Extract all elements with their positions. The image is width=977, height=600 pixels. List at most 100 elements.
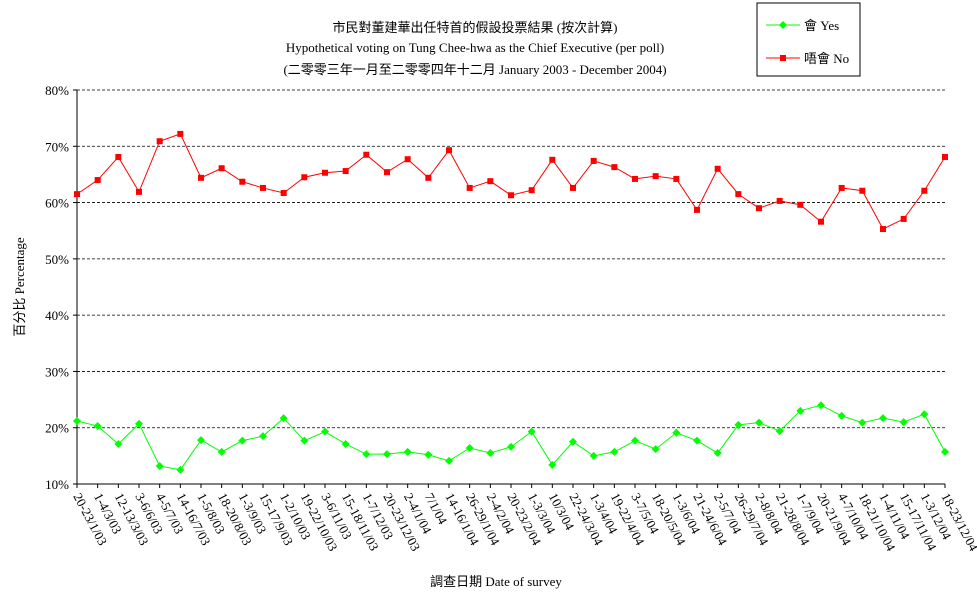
data-point-no xyxy=(611,164,618,171)
data-point-yes xyxy=(755,418,763,427)
data-point-yes xyxy=(445,456,453,465)
data-point-no xyxy=(425,174,432,181)
data-point-no xyxy=(921,187,928,194)
data-point-yes xyxy=(589,451,598,460)
x-axis-label: 調查日期 Date of survey xyxy=(430,574,562,589)
data-point-no xyxy=(859,187,866,194)
data-point-yes xyxy=(155,461,164,470)
data-point-yes xyxy=(527,427,536,436)
data-point-yes xyxy=(548,460,557,469)
data-point-no xyxy=(260,184,266,191)
data-point-yes xyxy=(300,436,309,445)
data-point-no xyxy=(115,153,122,160)
data-point-yes xyxy=(507,442,515,451)
data-point-yes xyxy=(465,443,474,452)
series-line-yes xyxy=(76,404,946,471)
data-point-yes xyxy=(672,428,681,437)
data-point-no xyxy=(404,156,411,163)
data-point-yes xyxy=(775,427,784,436)
data-point-yes xyxy=(920,410,929,419)
chart-subtitle: Hypothetical voting on Tung Chee-hwa as … xyxy=(286,40,664,55)
plot-area xyxy=(77,90,945,484)
data-point-no xyxy=(632,175,638,182)
data-point-no xyxy=(177,130,184,137)
data-point-no xyxy=(239,178,246,185)
data-point-no xyxy=(673,175,680,182)
data-point-yes xyxy=(651,445,660,454)
chart-subtitle-period: (二零零三年一月至二零零四年十二月 January 2003 - Decembe… xyxy=(283,62,666,77)
data-point-no xyxy=(590,157,597,164)
data-point-yes xyxy=(93,422,102,431)
data-point-no xyxy=(735,191,742,198)
data-point-yes xyxy=(197,436,205,445)
y-tick-label: 40% xyxy=(45,308,69,323)
data-point-no xyxy=(838,184,845,191)
data-point-no xyxy=(528,187,535,194)
data-point-yes xyxy=(817,401,825,410)
legend-yes-marker xyxy=(779,21,787,29)
y-tick-label: 80% xyxy=(45,83,69,98)
data-point-yes xyxy=(486,449,495,458)
data-point-yes xyxy=(217,447,226,456)
data-point-yes xyxy=(279,414,288,423)
data-point-yes xyxy=(713,449,722,458)
data-point-yes xyxy=(734,420,743,429)
data-point-no xyxy=(280,190,287,197)
data-point-no xyxy=(570,184,576,191)
data-point-no xyxy=(198,174,204,181)
data-point-no xyxy=(94,177,101,184)
legend-no-label: 唔會 No xyxy=(804,51,849,66)
data-point-no xyxy=(756,205,762,212)
y-tick-label: 30% xyxy=(45,364,69,379)
data-point-no xyxy=(466,184,473,191)
data-point-yes xyxy=(176,465,185,474)
data-point-yes xyxy=(383,450,391,459)
chart-title: 市民對董建華出任特首的假設投票結果 (按次計算) xyxy=(333,20,618,35)
data-point-yes xyxy=(610,447,619,456)
y-axis-label: 百分比 Percentage xyxy=(12,237,27,337)
data-point-no xyxy=(508,192,514,199)
data-point-yes xyxy=(858,418,867,427)
data-point-yes xyxy=(796,406,805,415)
data-point-yes xyxy=(403,447,412,456)
data-point-no xyxy=(136,188,142,195)
data-point-yes xyxy=(321,427,329,436)
data-point-yes xyxy=(631,436,639,445)
y-tick-label: 60% xyxy=(45,196,69,211)
data-point-no xyxy=(384,169,390,176)
legend-no-marker xyxy=(780,55,786,61)
data-point-no xyxy=(74,191,80,198)
data-point-no xyxy=(818,218,824,225)
y-tick-label: 50% xyxy=(45,252,69,267)
data-point-no xyxy=(549,156,556,163)
series-line-no xyxy=(76,133,946,230)
data-point-no xyxy=(880,226,886,233)
legend: 會 Yes 唔會 No xyxy=(756,2,861,77)
data-point-no xyxy=(942,153,948,160)
data-point-no xyxy=(900,215,907,222)
data-point-yes xyxy=(879,414,887,423)
data-point-no xyxy=(363,151,370,158)
legend-yes-label: 會 Yes xyxy=(804,18,839,33)
data-point-yes xyxy=(73,416,81,425)
data-point-yes xyxy=(114,440,123,449)
data-point-no xyxy=(342,168,349,175)
data-point-yes xyxy=(693,436,701,445)
data-point-no xyxy=(797,201,804,208)
data-point-no xyxy=(301,174,308,181)
data-point-no xyxy=(776,197,783,204)
data-point-yes xyxy=(569,437,577,446)
data-point-yes xyxy=(899,418,908,427)
data-point-no xyxy=(714,165,721,172)
data-point-no xyxy=(652,173,659,180)
y-tick-label: 70% xyxy=(45,139,69,154)
y-tick-label: 20% xyxy=(45,421,69,436)
data-point-no xyxy=(156,138,163,145)
y-tick-label: 10% xyxy=(45,477,69,492)
data-point-no xyxy=(218,165,225,172)
data-point-yes xyxy=(837,411,846,420)
data-point-no xyxy=(446,147,452,154)
data-point-no xyxy=(322,169,328,176)
data-point-yes xyxy=(238,436,247,445)
